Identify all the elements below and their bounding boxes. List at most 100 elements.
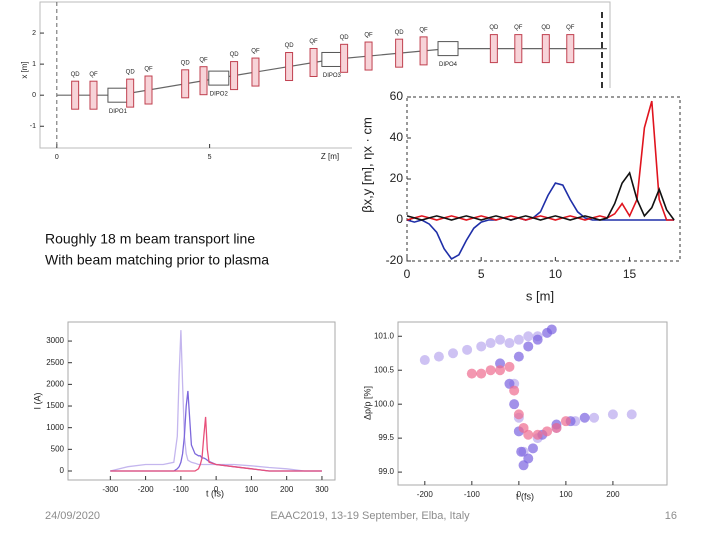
y-tick-label: 2500 <box>46 358 64 367</box>
y-tick-label: 500 <box>51 444 65 453</box>
scatter-point <box>551 422 562 433</box>
scatter-point <box>513 351 524 362</box>
series-line <box>406 171 675 221</box>
dipole-label: DIPO2 <box>210 92 229 98</box>
quadrupole-label: QD <box>541 25 551 31</box>
quadrupole-label: QF <box>364 33 373 39</box>
scatter-point <box>462 344 473 355</box>
scatter-point <box>448 348 459 359</box>
y-tick-label: 100.0 <box>374 399 395 408</box>
x-tick-label: 300 <box>315 485 329 494</box>
y-tick-label: 40 <box>390 130 404 144</box>
y-tick-label: -1 <box>30 123 36 130</box>
scatter-point <box>589 412 600 423</box>
dipole <box>107 87 129 103</box>
chart-background <box>352 88 697 313</box>
x-tick-label: -300 <box>102 485 119 494</box>
y-tick-label: 101.0 <box>374 331 395 340</box>
x-tick-label: 100 <box>559 490 573 499</box>
scatter-point <box>546 324 557 335</box>
quadrupole <box>71 80 80 110</box>
quadrupole <box>489 34 498 64</box>
scatter-point <box>527 443 538 454</box>
scatter-point <box>542 426 553 437</box>
quadrupole <box>285 52 294 82</box>
scatter-point <box>607 409 618 420</box>
quadrupole-label: QF <box>251 49 260 55</box>
dipole <box>321 51 343 67</box>
x-tick-label: 0 <box>404 267 411 281</box>
dipole <box>437 41 459 57</box>
x-axis-label: Z [m] <box>321 152 339 161</box>
x-tick-label: 0 <box>517 490 522 499</box>
quadrupole <box>126 78 135 108</box>
x-tick-label: 10 <box>549 267 563 281</box>
scatter-point <box>485 338 496 349</box>
slide-text: Roughly 18 m beam transport line <box>45 231 255 247</box>
scatter-point <box>476 368 487 379</box>
y-tick-label: 99.5 <box>378 433 394 442</box>
quadrupole <box>89 80 98 110</box>
dipole-label: DIPO1 <box>109 109 128 115</box>
quadrupole-label: QD <box>181 60 191 66</box>
y-tick-label: 1 <box>32 61 36 68</box>
quadrupole-label: QF <box>199 57 208 63</box>
quadrupole-label: QF <box>419 27 428 33</box>
x-tick-label: 100 <box>245 485 259 494</box>
scatter-point <box>476 341 487 352</box>
y-tick-label: 60 <box>390 89 404 103</box>
scatter-point <box>513 409 524 420</box>
y-axis-label: x [m] <box>20 61 29 78</box>
x-axis-label: s [m] <box>526 288 554 303</box>
y-axis-label: Δp/p [%] <box>362 386 372 420</box>
plot-frame <box>67 321 336 481</box>
scatter-point <box>532 429 543 440</box>
dipole <box>208 70 230 86</box>
x-tick-label: 15 <box>623 267 637 281</box>
series-line <box>110 416 322 472</box>
scatter-point <box>485 365 496 376</box>
quadrupole-label: QD <box>395 30 405 36</box>
scatter-point <box>516 446 527 457</box>
quadrupole <box>541 34 550 64</box>
x-tick-label: -200 <box>138 485 155 494</box>
series-line <box>110 330 322 472</box>
scatter-point <box>523 341 534 352</box>
x-axis-label: t (fs) <box>206 488 224 498</box>
quadrupole-label: QD <box>71 72 81 78</box>
y-tick-label: -20 <box>386 253 404 267</box>
footer-event: EAAC2019, 13-19 September, Elba, Italy <box>270 510 470 522</box>
quadrupole-label: QD <box>230 52 240 58</box>
quadrupole-label: QF <box>89 72 98 78</box>
scatter-point <box>626 409 637 420</box>
quadrupole-label: QD <box>489 25 499 31</box>
x-tick-label: 5 <box>478 267 485 281</box>
plot-frame <box>397 321 668 486</box>
quadrupole <box>309 47 318 77</box>
scatter-point <box>466 368 477 379</box>
y-tick-label: 1000 <box>46 423 64 432</box>
quadrupole <box>419 36 428 66</box>
quadrupole <box>395 38 404 68</box>
quadrupole-label: QF <box>514 25 523 31</box>
quadrupole-label: QD <box>285 43 295 49</box>
x-tick-label: 200 <box>606 490 620 499</box>
quadrupole <box>144 75 153 105</box>
plot-frame <box>39 1 611 149</box>
x-tick-label: -200 <box>417 490 434 499</box>
dipole-label: DIPO4 <box>439 62 458 68</box>
y-axis-label: βx,y [m], ηx · cm <box>359 117 374 213</box>
scatter-point <box>579 412 590 423</box>
quadrupole-label: QD <box>340 35 350 41</box>
y-tick-label: 2000 <box>46 379 64 388</box>
x-tick-label: -100 <box>173 485 190 494</box>
scatter-point <box>523 331 534 342</box>
quadrupole <box>364 41 373 71</box>
quadrupole <box>566 34 575 64</box>
y-tick-label: 0 <box>60 466 65 475</box>
y-tick-label: 20 <box>390 171 404 185</box>
y-tick-label: 0 <box>32 92 36 99</box>
quadrupole <box>181 69 190 99</box>
quadrupole <box>251 57 260 87</box>
